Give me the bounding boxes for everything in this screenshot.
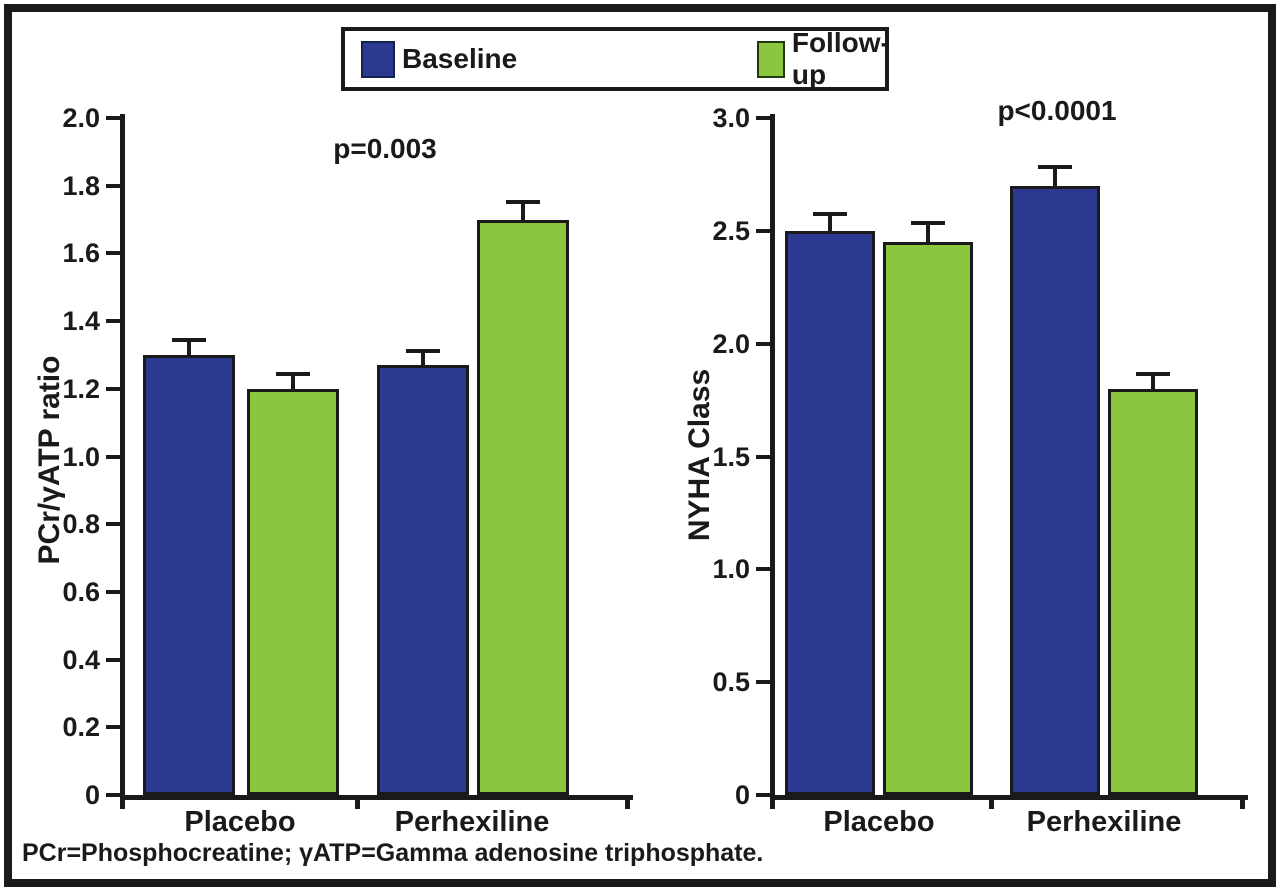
y-tick-label-left: 1.0: [62, 441, 100, 472]
y-tick-label-right: 3.0: [712, 103, 750, 133]
x-category-label-placebo-left: Placebo: [184, 806, 296, 838]
y-tick-left: [106, 589, 120, 594]
legend-label-followup: Follow-up: [791, 27, 890, 90]
x-axis-right: [770, 795, 1248, 800]
x-tick-left: [625, 795, 630, 809]
y-tick-label-left: 1.6: [62, 238, 100, 269]
x-tick-left: [355, 795, 360, 809]
legend-item-followup: Follow-up: [757, 27, 896, 91]
error-bar-stem-baseline-perhexiline-left: [421, 351, 425, 366]
y-tick-left: [106, 793, 120, 797]
y-axis-left: [120, 114, 125, 809]
y-tick-left: [106, 725, 120, 730]
y-tick-label-left: 0.6: [62, 576, 100, 607]
y-tick-left: [106, 183, 120, 188]
legend-item-baseline: Baseline: [361, 40, 518, 78]
error-bar-cap-followup-perhexiline-left: [506, 199, 540, 204]
y-tick-left: [106, 386, 120, 391]
y-tick-right: [756, 567, 770, 572]
y-tick-label-left: 0.8: [62, 509, 100, 540]
bar-followup-placebo-left: [247, 388, 339, 795]
y-tick-label-right: 0: [734, 780, 750, 810]
y-tick-label-right: 0.5: [712, 667, 750, 698]
bar-followup-placebo-right: [883, 242, 973, 795]
x-tick-right: [989, 795, 994, 809]
error-bar-cap-followup-placebo-left: [276, 372, 310, 377]
error-bar-cap-baseline-perhexiline-right: [1038, 164, 1072, 169]
p-value-right: p<0.0001: [997, 95, 1117, 126]
y-tick-right: [756, 680, 770, 685]
error-bar-stem-followup-perhexiline-left: [521, 202, 525, 220]
y-tick-label-left: 1.8: [62, 170, 100, 201]
x-category-label-perhexiline-left: Perhexiline: [394, 806, 550, 838]
y-tick-left: [106, 116, 120, 120]
error-bar-cap-baseline-placebo-left: [172, 338, 206, 343]
x-tick-right: [1240, 795, 1245, 809]
y-tick-left: [106, 454, 120, 459]
y-tick-label-left: 0: [84, 780, 100, 810]
y-tick-left: [106, 522, 120, 527]
error-bar-cap-followup-placebo-right: [911, 221, 945, 226]
y-tick-label-left: 2.0: [62, 103, 100, 133]
x-category-label-perhexiline-right: Perhexiline: [1026, 806, 1182, 838]
y-axis-title-right: NYHA Class: [683, 368, 716, 542]
y-tick-right: [756, 116, 770, 120]
bar-baseline-placebo-right: [785, 230, 875, 795]
x-axis-left: [120, 795, 633, 800]
footnote: PCr=Phosphocreatine; γATP=Gamma adenosin…: [22, 839, 764, 867]
y-tick-right: [756, 454, 770, 459]
legend: Baseline Follow-up: [341, 27, 890, 91]
bar-baseline-perhexiline-right: [1010, 185, 1100, 795]
error-bar-stem-baseline-perhexiline-right: [1053, 167, 1057, 186]
bar-followup-perhexiline-left: [477, 219, 569, 795]
baseline-swatch-icon: [361, 40, 395, 78]
y-tick-label-left: 0.2: [62, 712, 100, 743]
error-bar-cap-baseline-perhexiline-left: [406, 348, 440, 353]
y-tick-right: [756, 793, 770, 797]
y-tick-label-right: 2.5: [712, 215, 750, 246]
legend-label-baseline: Baseline: [402, 43, 518, 74]
error-bar-stem-followup-placebo-right: [926, 224, 930, 243]
y-tick-left: [106, 319, 120, 324]
error-bar-cap-followup-perhexiline-right: [1136, 372, 1170, 377]
bar-baseline-placebo-left: [143, 354, 235, 795]
y-tick-right: [756, 341, 770, 346]
y-tick-label-right: 2.0: [712, 328, 750, 359]
error-bar-stem-followup-placebo-left: [291, 375, 295, 389]
error-bar-stem-baseline-placebo-right: [828, 215, 832, 231]
bar-followup-perhexiline-right: [1108, 388, 1198, 795]
y-tick-left: [106, 657, 120, 662]
y-axis-title-left: PCr/γATP ratio: [33, 355, 66, 565]
p-value-left: p=0.003: [333, 133, 437, 164]
error-bar-stem-baseline-placebo-left: [187, 341, 191, 355]
y-tick-label-right: 1.5: [712, 441, 750, 472]
followup-swatch-icon: [757, 40, 785, 78]
error-bar-cap-baseline-placebo-right: [813, 212, 847, 217]
y-tick-label-left: 1.4: [62, 306, 100, 337]
y-tick-label-left: 1.2: [62, 373, 100, 404]
y-tick-left: [106, 251, 120, 256]
x-category-label-placebo-right: Placebo: [823, 806, 935, 838]
error-bar-stem-followup-perhexiline-right: [1151, 375, 1155, 389]
y-tick-right: [756, 228, 770, 233]
y-tick-label-left: 0.4: [62, 644, 100, 675]
bar-baseline-perhexiline-left: [377, 365, 469, 795]
y-tick-label-right: 1.0: [712, 554, 750, 585]
y-axis-right: [770, 114, 775, 809]
